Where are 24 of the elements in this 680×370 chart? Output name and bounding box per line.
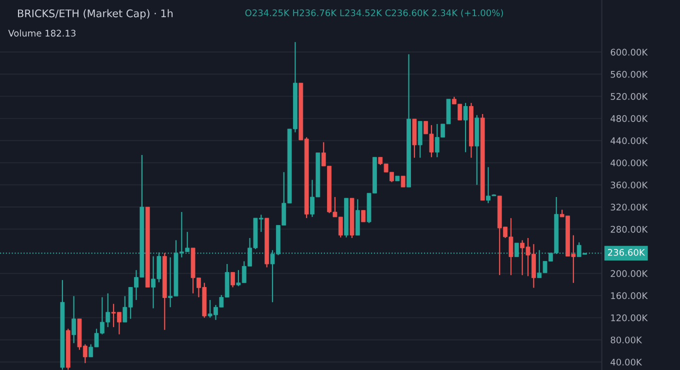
- y-tick-label: 160.00K: [611, 292, 648, 300]
- y-tick-label: 480.00K: [610, 115, 648, 122]
- ref-line-label: 236.60K: [608, 248, 646, 256]
- y-tick-label: 560.00K: [610, 70, 648, 78]
- y-tick-label: 520.00K: [610, 93, 648, 100]
- y-tick-label: 440.00K: [610, 137, 648, 144]
- y-tick-label: 400.00K: [610, 159, 648, 166]
- candlestick: [230, 272, 235, 288]
- candlestick: [361, 210, 366, 222]
- candlestick: [418, 120, 422, 158]
- y-tick-label: 120.00K: [611, 314, 648, 322]
- annotation: O234.25K H236.76K L234.52K C236.60K 2.34K (+1.00%): [245, 9, 503, 18]
- annotation: Volume 182.13: [8, 30, 76, 37]
- y-tick-label: 80.00K: [610, 336, 642, 344]
- y-tick-label: 360.00K: [610, 182, 648, 188]
- y-tick-label: 40.00K: [610, 358, 642, 366]
- y-tick-label: 600.00K: [610, 48, 648, 56]
- y-tick-label: 320.00K: [610, 204, 648, 211]
- candlestick: [72, 296, 76, 344]
- candlestick: [463, 102, 468, 153]
- candlestick: [400, 175, 406, 188]
- y-tick-label: 280.00K: [610, 226, 648, 233]
- y-tick-label: 200.00K: [610, 270, 648, 277]
- text: BRICKS/ETH (Market Cap) · 1h: [18, 9, 173, 20]
